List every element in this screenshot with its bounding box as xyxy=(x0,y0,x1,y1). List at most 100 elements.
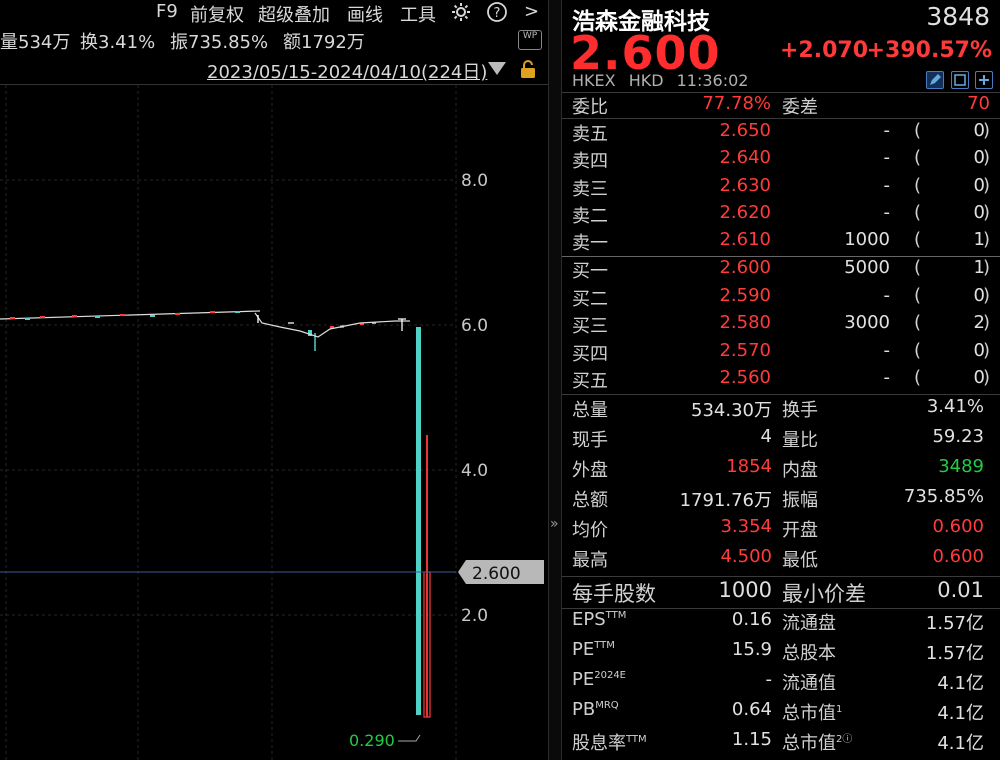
candle-mark xyxy=(210,311,215,313)
weicha-value: 70 xyxy=(967,93,990,114)
super-overlay-button[interactable]: 超级叠加 xyxy=(258,5,330,26)
fundamental-sup: 2024E xyxy=(594,670,627,681)
ask-label: 卖一 xyxy=(572,233,608,254)
order-ratio-row: 委比 77.78% 委差 70 xyxy=(562,92,1000,119)
ask-level-row[interactable]: 卖四 2.640 - ( 0 ) xyxy=(562,146,1000,173)
kline-chart-panel[interactable]: F9 前复权 超级叠加 画线 工具 ? > 量534万 换3.41% 振735.… xyxy=(0,0,548,760)
ask-label: 卖二 xyxy=(572,206,608,227)
bid-level-row[interactable]: 买五 2.560 - ( 0 ) xyxy=(562,366,1000,393)
candle-mark xyxy=(10,317,15,319)
candle-mark xyxy=(372,322,376,324)
adjust-price-button[interactable]: 前复权 xyxy=(190,5,244,26)
bid-level-row[interactable]: 买二 2.590 - ( 0 ) xyxy=(562,284,1000,311)
price-change-pct: +390.57% xyxy=(866,38,992,63)
turnover-stat: 换3.41% xyxy=(80,32,156,53)
collapse-arrow-icon[interactable]: » xyxy=(550,516,559,532)
current-price-tag: 2.600 xyxy=(458,560,544,584)
ask-price: 2.630 xyxy=(719,175,771,196)
ask-label: 卖四 xyxy=(572,151,608,172)
paren: ( xyxy=(914,285,922,306)
fundamental-label: PB xyxy=(572,699,596,720)
bid-price: 2.580 xyxy=(719,312,771,333)
fundamental-value: 1.57亿 xyxy=(925,643,984,664)
bid-label: 买四 xyxy=(572,344,608,365)
date-dropdown-icon[interactable] xyxy=(488,62,506,75)
ask-level-row[interactable]: 卖五 2.650 - ( 0 ) xyxy=(562,119,1000,146)
panel-splitter[interactable] xyxy=(548,0,562,760)
expand-arrow-icon[interactable]: > xyxy=(524,1,540,22)
fundamental-label: 流通盘 xyxy=(782,613,836,634)
add-icon[interactable] xyxy=(975,71,993,89)
ask-volume: - xyxy=(883,147,891,168)
weicha-label: 委差 xyxy=(782,97,818,118)
candle-wicks xyxy=(257,315,406,331)
outer-volume-value: 1854 xyxy=(726,456,772,477)
ask-level-row[interactable]: 卖一 2.610 1000 ( 1 ) xyxy=(562,228,1000,255)
window-icon[interactable] xyxy=(951,71,969,89)
volume-stat: 量534万 xyxy=(0,32,71,53)
quote-time: 11:36:02 xyxy=(676,71,749,90)
stat-label: 最低 xyxy=(782,550,818,571)
paren: ( xyxy=(914,229,922,250)
paren: ( xyxy=(914,257,922,278)
ask-volume: - xyxy=(883,120,891,141)
lot-size-label: 每手股数 xyxy=(572,582,656,606)
paren: ) xyxy=(982,202,990,223)
gear-icon[interactable] xyxy=(450,1,472,23)
ask-volume: - xyxy=(883,202,891,223)
stat-label: 总量 xyxy=(572,400,608,421)
date-range-label[interactable]: 2023/05/15-2024/04/10(224日) xyxy=(207,62,488,83)
gap-down-candle xyxy=(416,327,421,715)
stat-value: 534.30万 xyxy=(691,400,772,421)
ask-count: 0 xyxy=(973,202,985,223)
bid-price: 2.560 xyxy=(719,367,771,388)
bid-price: 2.590 xyxy=(719,285,771,306)
bid-level-row[interactable]: 买四 2.570 - ( 0 ) xyxy=(562,339,1000,366)
candle-mark xyxy=(72,315,77,317)
quote-meta: HKEX HKD 11:36:02 xyxy=(572,71,748,90)
draw-line-button[interactable]: 画线 xyxy=(347,5,383,26)
stat-row: 总量 534.30万 换手 3.41% xyxy=(562,395,1000,425)
price-trace-1 xyxy=(0,310,261,320)
paren: ) xyxy=(982,285,990,306)
ask-level-row[interactable]: 卖二 2.620 - ( 0 ) xyxy=(562,201,1000,228)
tools-button[interactable]: 工具 xyxy=(400,5,436,26)
paren: ( xyxy=(914,120,922,141)
fundamental-sup: MRQ xyxy=(595,700,619,711)
lock-icon[interactable] xyxy=(517,58,539,80)
stock-name: 浩森金融科技 xyxy=(572,9,710,35)
fundamental-sup[interactable]: 2ⓘ xyxy=(836,734,853,745)
y-tick-label: 4.0 xyxy=(461,461,488,481)
bid-ask-divider xyxy=(562,256,1000,257)
stat-label: 总额 xyxy=(572,490,608,511)
stat-value: 3.41% xyxy=(926,396,984,417)
stat-label: 换手 xyxy=(782,400,818,421)
wp-icon[interactable]: WP xyxy=(518,30,542,50)
stat-value: 1791.76万 xyxy=(679,490,772,511)
bid-label: 买二 xyxy=(572,289,608,310)
stat-label: 开盘 xyxy=(782,520,818,541)
help-icon[interactable]: ? xyxy=(486,1,508,23)
current-price-tag-label: 2.600 xyxy=(472,564,521,584)
amount-stat: 额1792万 xyxy=(283,32,365,53)
lot-size-value: 1000 xyxy=(718,578,772,602)
fundamental-value: 1.57亿 xyxy=(925,613,984,634)
edit-icon[interactable] xyxy=(926,71,944,89)
bid-volume: - xyxy=(883,340,891,361)
ask-volume: - xyxy=(883,175,891,196)
stat-label: 振幅 xyxy=(782,490,818,511)
bid-price: 2.570 xyxy=(719,340,771,361)
stat-row: 总额 1791.76万 振幅 735.85% xyxy=(562,485,1000,515)
stat-value: 735.85% xyxy=(903,486,984,507)
ask-count: 0 xyxy=(973,120,985,141)
ask-level-row[interactable]: 卖三 2.630 - ( 0 ) xyxy=(562,174,1000,201)
bid-label: 买五 xyxy=(572,371,608,392)
paren: ) xyxy=(982,340,990,361)
f9-button[interactable]: F9 xyxy=(156,1,178,22)
kline-canvas[interactable]: 8.0 6.0 4.0 2.0 2.600 0.290 xyxy=(0,85,548,760)
bid-count: 0 xyxy=(973,285,985,306)
bid-level-row[interactable]: 买一 2.600 5000 ( 1 ) xyxy=(562,256,1000,283)
bid-level-row[interactable]: 买三 2.580 3000 ( 2 ) xyxy=(562,311,1000,338)
bid-count: 0 xyxy=(973,340,985,361)
vertical-gridlines xyxy=(5,85,457,760)
